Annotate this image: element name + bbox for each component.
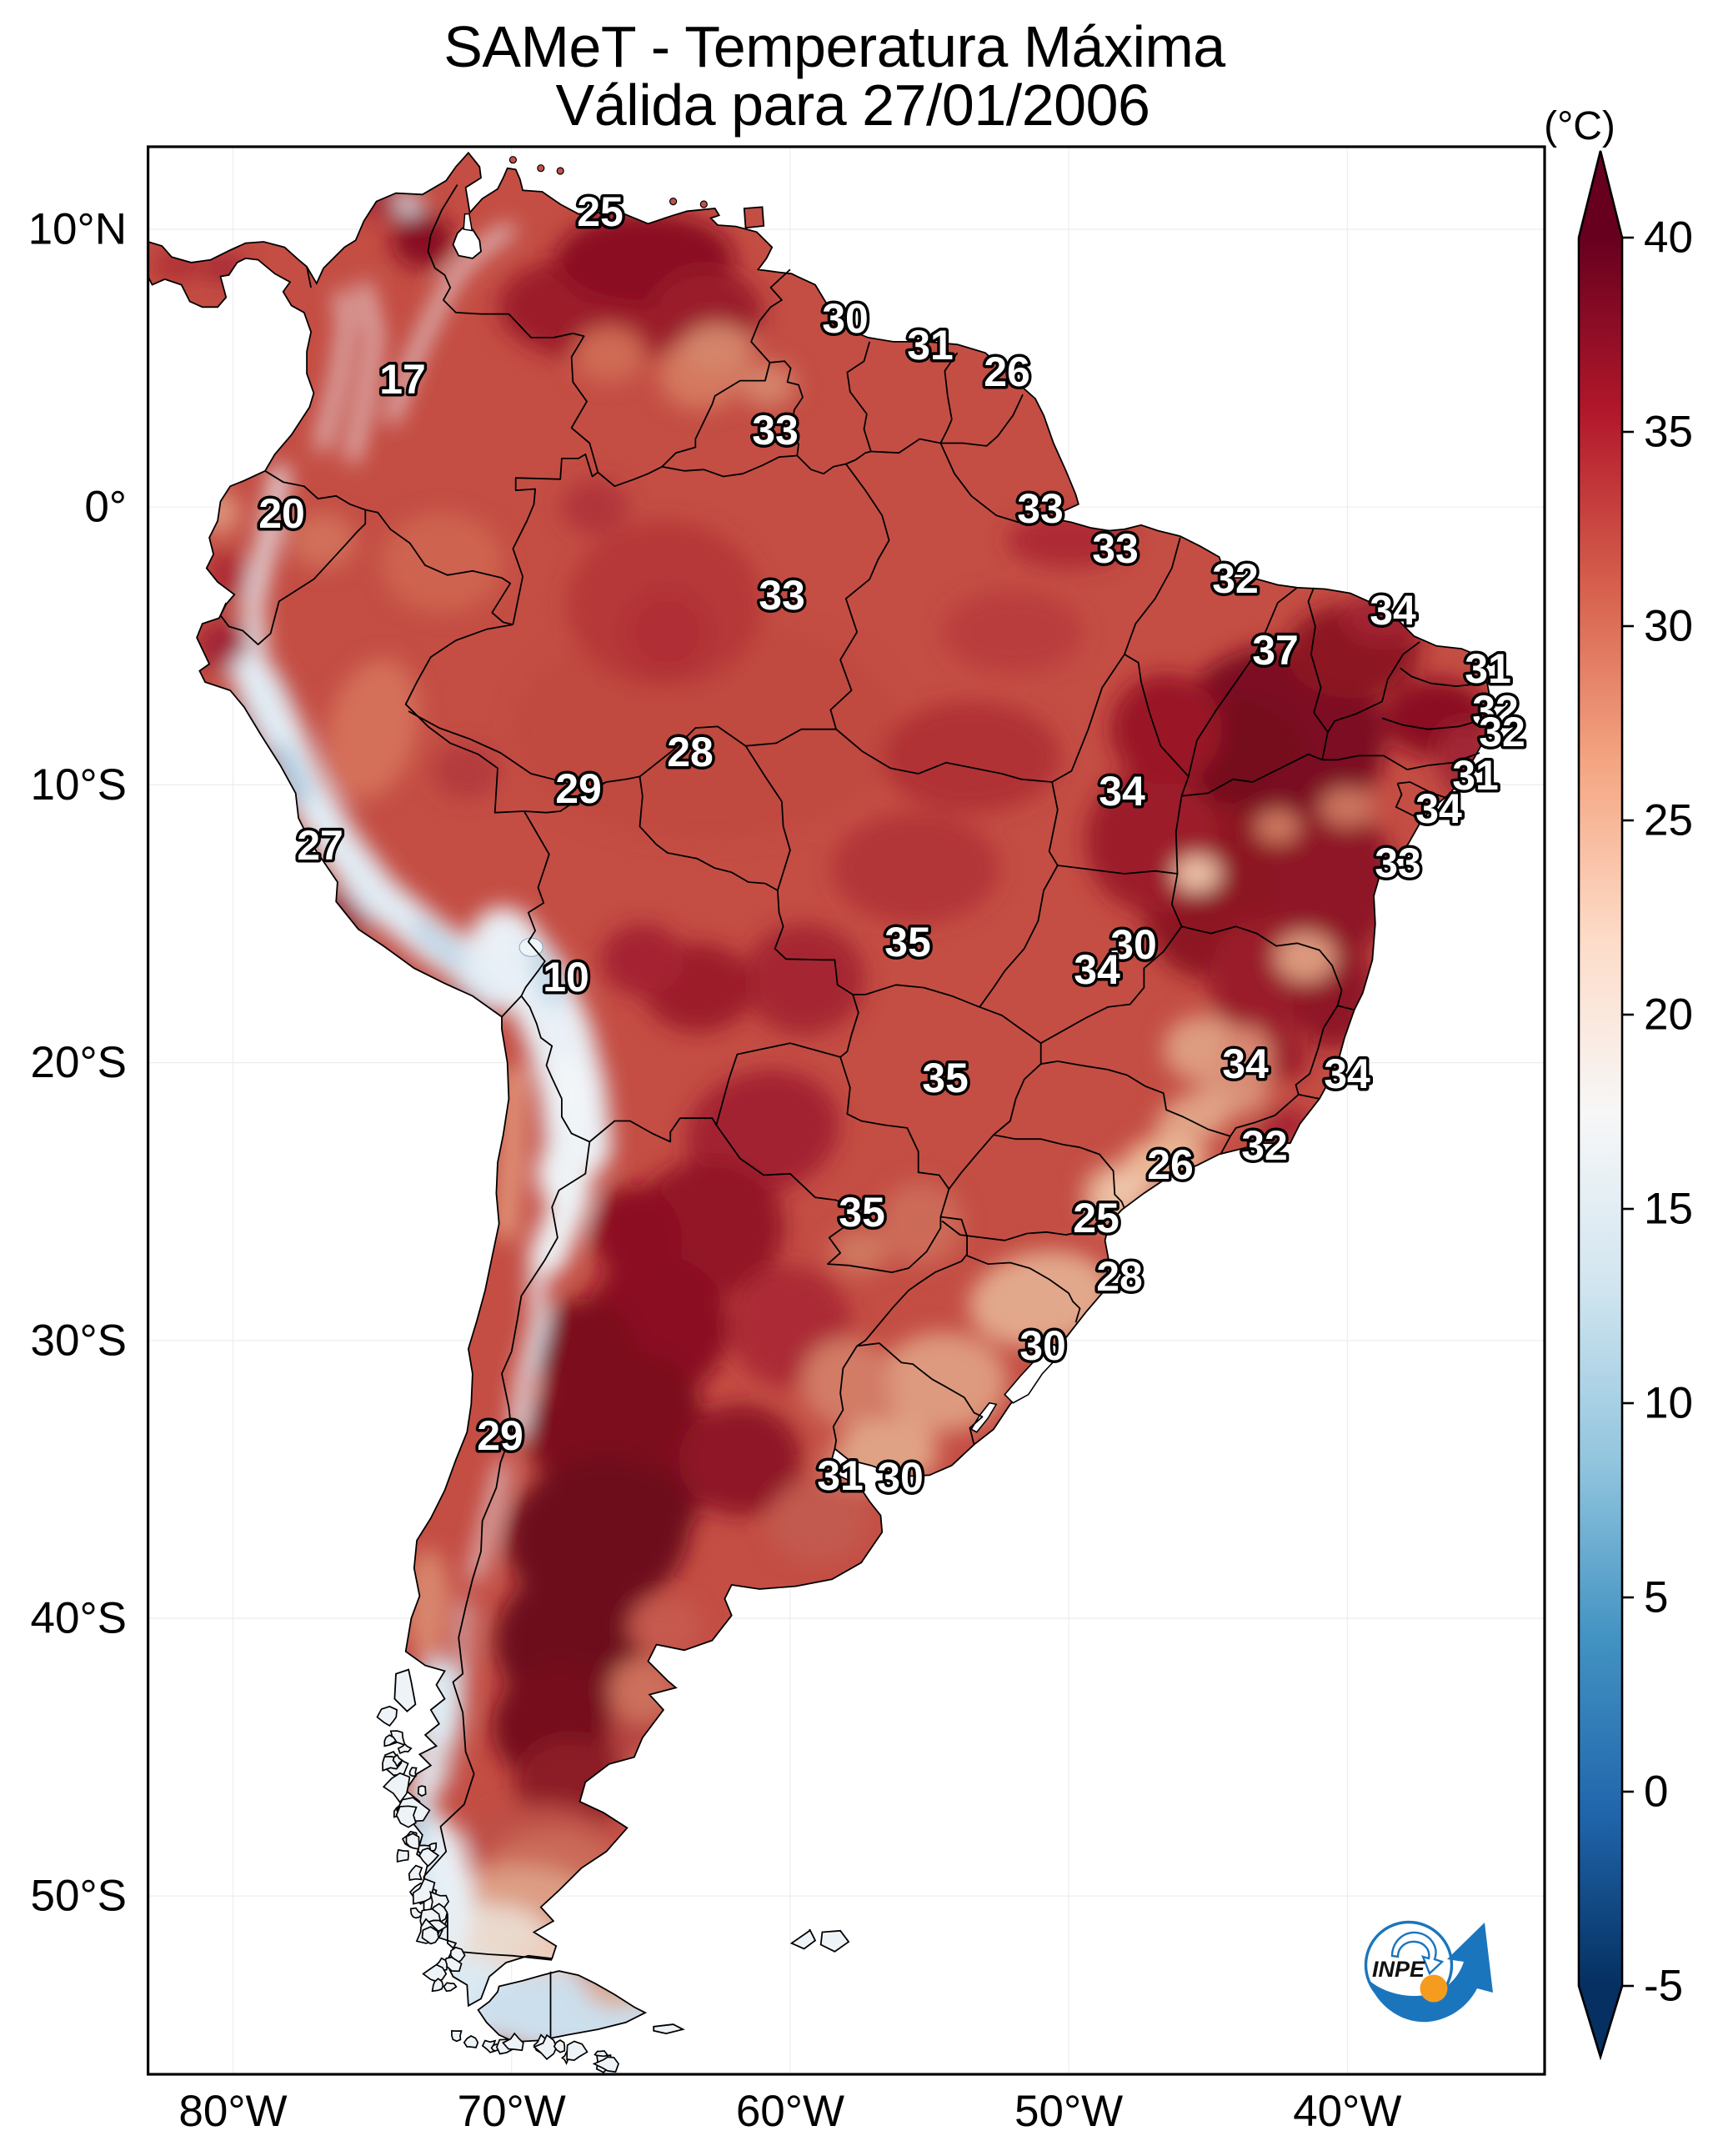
svg-text:0: 0 bbox=[1644, 1767, 1668, 1817]
svg-text:50°W: 50°W bbox=[1014, 2087, 1123, 2136]
svg-text:30: 30 bbox=[822, 295, 869, 342]
svg-text:40: 40 bbox=[1644, 213, 1693, 263]
svg-text:60°W: 60°W bbox=[736, 2087, 844, 2136]
svg-text:70°W: 70°W bbox=[458, 2087, 566, 2136]
svg-text:25: 25 bbox=[1644, 796, 1693, 845]
svg-text:10: 10 bbox=[1644, 1379, 1693, 1428]
svg-text:28: 28 bbox=[1096, 1253, 1143, 1300]
svg-text:10°S: 10°S bbox=[31, 760, 128, 810]
svg-text:5: 5 bbox=[1644, 1573, 1668, 1622]
svg-text:33: 33 bbox=[759, 572, 805, 619]
svg-text:10: 10 bbox=[543, 954, 589, 1000]
svg-text:33: 33 bbox=[1017, 485, 1064, 532]
svg-text:34: 34 bbox=[1324, 1050, 1370, 1097]
svg-text:31: 31 bbox=[907, 322, 954, 369]
svg-text:32: 32 bbox=[1472, 687, 1519, 734]
svg-text:80°W: 80°W bbox=[178, 2087, 287, 2136]
svg-text:20: 20 bbox=[258, 490, 305, 537]
svg-text:35: 35 bbox=[884, 919, 931, 965]
svg-text:31: 31 bbox=[1465, 645, 1511, 692]
svg-text:20: 20 bbox=[1644, 990, 1693, 1040]
svg-text:10°N: 10°N bbox=[28, 205, 127, 254]
svg-text:35: 35 bbox=[839, 1189, 885, 1236]
svg-text:33: 33 bbox=[1375, 840, 1421, 886]
svg-text:29: 29 bbox=[555, 765, 602, 812]
svg-text:25: 25 bbox=[1073, 1195, 1119, 1241]
svg-text:32: 32 bbox=[1212, 555, 1259, 602]
svg-text:34: 34 bbox=[1415, 785, 1462, 832]
svg-text:50°S: 50°S bbox=[31, 1872, 128, 1921]
svg-text:31: 31 bbox=[1452, 752, 1499, 799]
svg-text:30: 30 bbox=[877, 1454, 924, 1501]
svg-text:37: 37 bbox=[1252, 627, 1299, 674]
svg-text:31: 31 bbox=[817, 1452, 864, 1499]
svg-text:-5: -5 bbox=[1644, 1962, 1683, 2011]
svg-text:28: 28 bbox=[667, 729, 714, 775]
svg-text:35: 35 bbox=[1644, 408, 1693, 457]
svg-text:0°: 0° bbox=[84, 483, 127, 532]
svg-text:15: 15 bbox=[1644, 1185, 1693, 1234]
svg-text:30: 30 bbox=[1644, 602, 1693, 651]
svg-text:30: 30 bbox=[1019, 1322, 1066, 1369]
svg-text:27: 27 bbox=[297, 822, 343, 869]
svg-text:17: 17 bbox=[379, 356, 426, 403]
svg-text:SAMeT - Temperatura Máxima: SAMeT - Temperatura Máxima bbox=[443, 14, 1225, 79]
svg-text:40°W: 40°W bbox=[1293, 2087, 1401, 2136]
svg-text:(°C): (°C) bbox=[1544, 104, 1615, 148]
svg-text:Válida para 27/01/2006: Válida para 27/01/2006 bbox=[556, 73, 1150, 138]
svg-text:34: 34 bbox=[1222, 1040, 1269, 1087]
svg-text:30°S: 30°S bbox=[31, 1316, 128, 1365]
svg-text:33: 33 bbox=[1092, 525, 1139, 572]
svg-text:20°S: 20°S bbox=[31, 1038, 128, 1087]
svg-text:26: 26 bbox=[984, 348, 1030, 395]
svg-text:34: 34 bbox=[1099, 768, 1145, 815]
svg-text:34: 34 bbox=[1370, 587, 1416, 634]
svg-text:29: 29 bbox=[477, 1412, 523, 1459]
svg-text:35: 35 bbox=[922, 1055, 969, 1101]
svg-text:32: 32 bbox=[1479, 709, 1525, 755]
svg-text:30: 30 bbox=[1110, 921, 1157, 968]
svg-text:40°S: 40°S bbox=[31, 1594, 128, 1643]
svg-text:32: 32 bbox=[1241, 1122, 1288, 1169]
svg-text:INPE: INPE bbox=[1372, 1957, 1425, 1982]
svg-text:33: 33 bbox=[752, 407, 799, 454]
svg-text:26: 26 bbox=[1147, 1141, 1194, 1188]
svg-text:25: 25 bbox=[577, 188, 624, 235]
svg-text:34: 34 bbox=[1074, 946, 1120, 993]
